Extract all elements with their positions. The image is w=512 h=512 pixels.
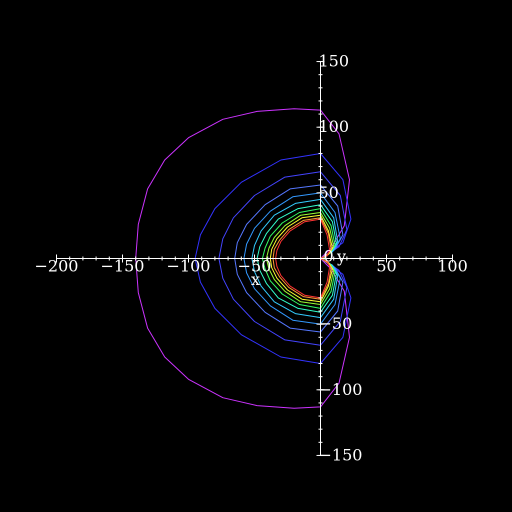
y-axis-label: y (336, 247, 346, 266)
major-ticks (56, 61, 453, 456)
y-tick-label: −100 (319, 380, 363, 399)
x-tick-label: −50 (238, 257, 272, 276)
y-tick-label: −150 (319, 445, 363, 464)
x-axis-label: x (251, 270, 260, 289)
x-tick-label: −150 (101, 257, 145, 276)
x-tick-label: −200 (35, 257, 79, 276)
tick-labels: −200 −150 −100 −50 50 100 150 100 50 −50 −100 −150 (35, 52, 468, 465)
axes (56, 61, 453, 456)
origin-label: 0 (324, 247, 334, 266)
contour-line-1 (135, 108, 350, 409)
x-tick-label: 50 (376, 257, 396, 276)
y-tick-label: 50 (319, 183, 339, 202)
y-tick-label: 100 (319, 117, 350, 136)
x-tick-label: 100 (437, 257, 468, 276)
y-tick-label: −50 (319, 314, 353, 333)
x-tick-label: −100 (167, 257, 211, 276)
y-tick-label: 150 (319, 52, 350, 71)
